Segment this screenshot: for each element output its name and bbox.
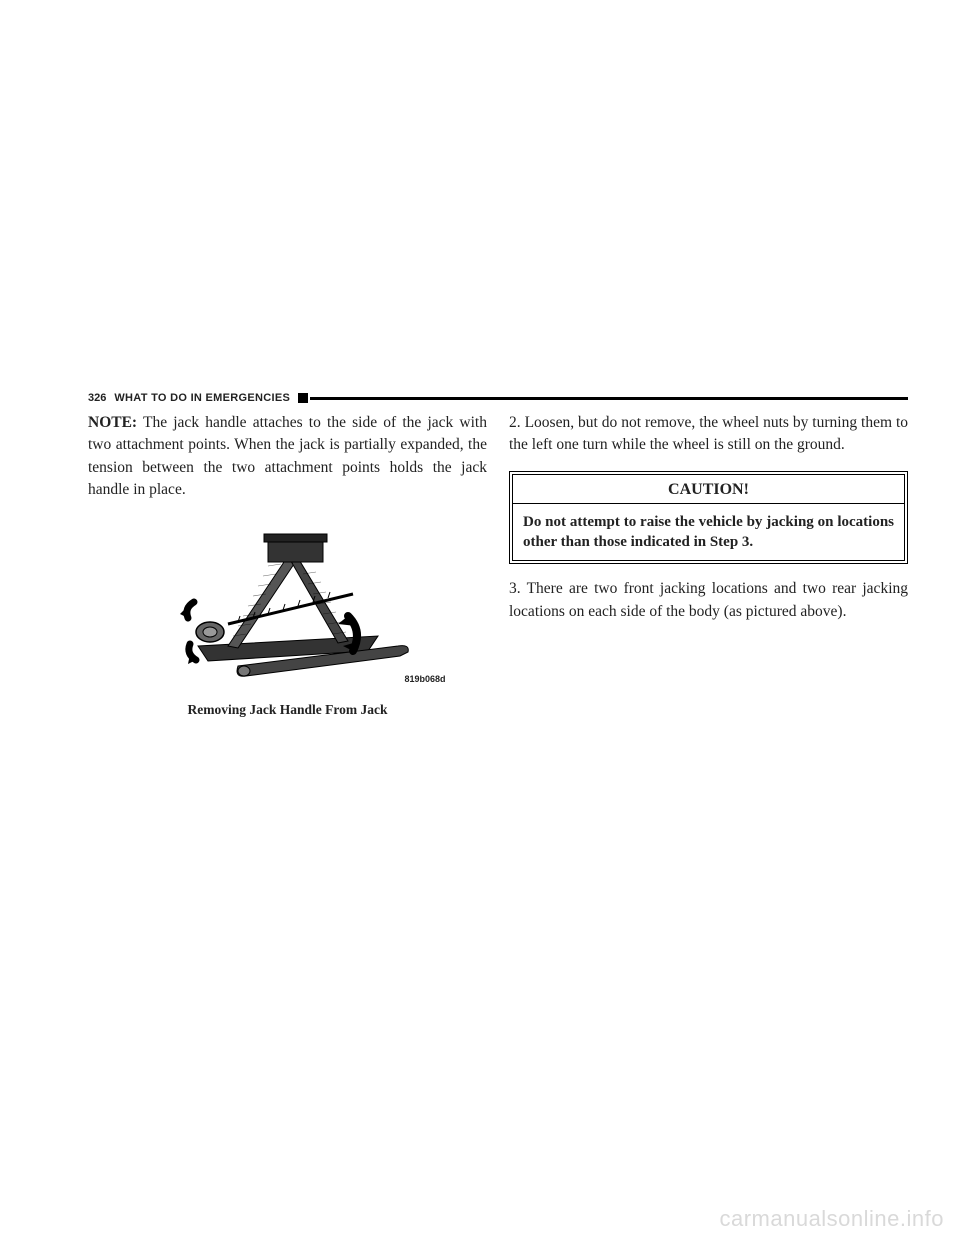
right-column: 2. Loosen, but do not remove, the wheel … <box>509 412 908 718</box>
step-3-paragraph: 3. There are two front jacking locations… <box>509 578 908 623</box>
step-2-paragraph: 2. Loosen, but do not remove, the wheel … <box>509 412 908 457</box>
figure-caption: Removing Jack Handle From Jack <box>88 702 487 718</box>
note-label: NOTE: <box>88 414 137 431</box>
page-header: 326 WHAT TO DO IN EMERGENCIES <box>88 392 908 404</box>
note-paragraph: NOTE: The jack handle attaches to the si… <box>88 412 487 502</box>
figure-block: 819b068d Removing Jack Handle From Jack <box>88 516 487 718</box>
caution-title: CAUTION! <box>513 475 904 504</box>
section-title: WHAT TO DO IN EMERGENCIES <box>114 392 290 404</box>
caution-body: Do not attempt to raise the vehicle by j… <box>513 504 904 561</box>
header-rule <box>310 397 908 400</box>
page-number: 326 <box>88 392 106 404</box>
page-container: 326 WHAT TO DO IN EMERGENCIES NOTE: The … <box>0 0 960 1242</box>
header-marker-icon <box>298 393 308 403</box>
jack-svg-icon <box>138 516 438 696</box>
watermark-text: carmanualsonline.info <box>719 1206 944 1232</box>
note-text: The jack handle attaches to the side of … <box>88 414 487 498</box>
caution-box: CAUTION! Do not attempt to raise the veh… <box>509 471 908 565</box>
jack-illustration: 819b068d <box>138 516 438 696</box>
left-column: NOTE: The jack handle attaches to the si… <box>88 412 487 718</box>
content-columns: NOTE: The jack handle attaches to the si… <box>88 412 908 718</box>
figure-reference-code: 819b068d <box>404 674 445 684</box>
